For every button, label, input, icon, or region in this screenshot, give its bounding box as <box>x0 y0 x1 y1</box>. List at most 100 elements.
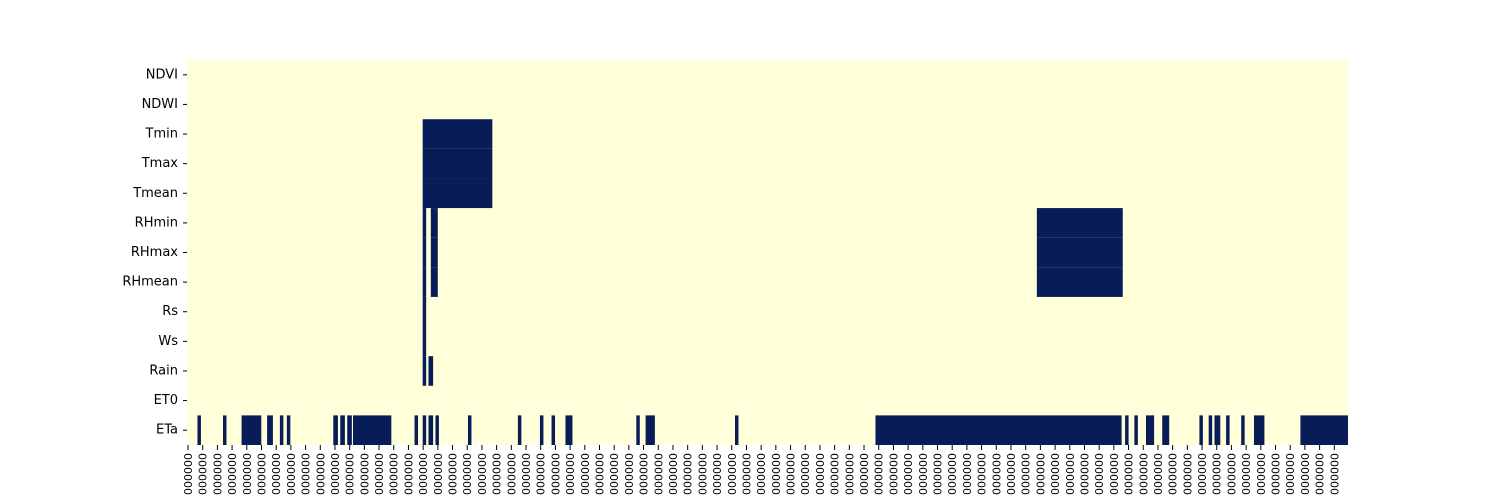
y-tick-label: RHmin <box>135 215 178 230</box>
y-tick-label: RHmean <box>122 275 178 290</box>
x-tick-label: 000000 <box>1284 453 1297 495</box>
missing-cell-eta <box>286 415 291 445</box>
x-tick-label: 000000 <box>1108 453 1121 495</box>
x-tick-label: 000000 <box>417 453 430 495</box>
x-tick-label: 000000 <box>432 453 445 495</box>
x-tick-label: 000000 <box>255 453 268 495</box>
x-tick-label: 000000 <box>902 453 915 495</box>
x-tick-label: 000000 <box>270 453 283 495</box>
x-tick-label: 000000 <box>461 453 474 495</box>
x-tick-label: 000000 <box>388 453 401 495</box>
missing-cell-rain <box>428 356 434 386</box>
x-tick-label: 000000 <box>682 453 695 495</box>
x-tick-label: 000000 <box>1196 453 1209 495</box>
x-tick-label: 000000 <box>373 453 386 495</box>
x-tick-label: 000000 <box>726 453 739 495</box>
missing-cell-rhmean <box>430 267 438 297</box>
x-tick-label: 000000 <box>491 453 504 495</box>
missing-cell-eta <box>333 415 338 445</box>
y-tick-label: ETa <box>156 423 178 438</box>
missing-cell-eta <box>1300 415 1348 445</box>
x-tick-label: 000000 <box>829 453 842 495</box>
x-tick-label: 000000 <box>667 453 680 495</box>
x-tick-label: 000000 <box>770 453 783 495</box>
missing-cell-rhmax <box>430 237 438 268</box>
x-tick-label: 000000 <box>873 453 886 495</box>
x-tick-label: 000000 <box>476 453 489 495</box>
missing-cell-eta <box>222 415 227 445</box>
missing-cell-eta <box>645 415 655 445</box>
missing-cell-eta <box>1253 415 1265 445</box>
missing-cell-tmin <box>422 119 493 149</box>
missing-cell-tmax <box>422 148 493 179</box>
missing-cell-tmean <box>422 178 493 209</box>
x-tick-label: 000000 <box>711 453 724 495</box>
x-tick-label: 000000 <box>1240 453 1253 495</box>
x-tick-label: 000000 <box>182 453 195 495</box>
missing-cell-eta <box>1125 415 1129 445</box>
x-tick-label: 000000 <box>226 453 239 495</box>
missing-cell-eta <box>241 415 262 445</box>
x-tick-label: 000000 <box>358 453 371 495</box>
x-tick-label: 000000 <box>946 453 959 495</box>
x-tick-label: 000000 <box>652 453 665 495</box>
x-tick-label: 000000 <box>638 453 651 495</box>
x-tick-label: 000000 <box>197 453 210 495</box>
missing-cell-rs <box>422 296 427 327</box>
x-tick-label: 000000 <box>1078 453 1091 495</box>
y-tick-label: Tmin <box>145 127 178 142</box>
x-tick-label: 000000 <box>623 453 636 495</box>
x-tick-label: 000000 <box>858 453 871 495</box>
y-tick-label: Tmax <box>141 156 179 171</box>
y-tick-label: Rs <box>162 304 178 319</box>
y-tick-label: Rain <box>149 363 178 378</box>
y-tick-label: NDVI <box>146 67 178 82</box>
missing-cell-eta <box>636 415 640 445</box>
x-tick-label: 000000 <box>579 453 592 495</box>
missing-cell-rhmin <box>1036 208 1123 238</box>
x-tick-label: 000000 <box>1049 453 1062 495</box>
x-tick-label: 000000 <box>241 453 254 495</box>
missing-cell-eta <box>1145 415 1155 445</box>
x-tick-label: 000000 <box>1034 453 1047 495</box>
missing-cell-eta <box>517 415 522 445</box>
missing-cell-rhmin <box>430 208 438 238</box>
missing-cell-eta <box>414 415 419 445</box>
x-tick-label: 000000 <box>785 453 798 495</box>
missing-cell-eta <box>1214 415 1221 445</box>
x-tick-label: 000000 <box>329 453 342 495</box>
x-tick-label: 000000 <box>887 453 900 495</box>
x-tick-label: 000000 <box>976 453 989 495</box>
x-tick-label: 000000 <box>1005 453 1018 495</box>
missing-cell-rhmean <box>1036 267 1123 297</box>
x-tick-label: 000000 <box>593 453 606 495</box>
missing-cell-eta <box>1162 415 1170 445</box>
x-tick-label: 000000 <box>505 453 518 495</box>
missing-cell-eta <box>539 415 544 445</box>
x-tick-label: 000000 <box>1152 453 1165 495</box>
x-tick-label: 000000 <box>1064 453 1077 495</box>
x-tick-label: 000000 <box>535 453 548 495</box>
missing-cell-eta <box>1134 415 1138 445</box>
x-tick-label: 000000 <box>1123 453 1136 495</box>
missing-cell-eta <box>267 415 273 445</box>
missing-cell-rhmin <box>422 208 427 238</box>
x-tick-label: 000000 <box>990 453 1003 495</box>
y-tick-label: Tmean <box>132 186 178 201</box>
x-tick-label: 000000 <box>549 453 562 495</box>
x-tick-label: 000000 <box>285 453 298 495</box>
y-tick-label: NDWI <box>142 97 178 112</box>
plot-background <box>187 60 1348 445</box>
missing-cell-eta <box>565 415 573 445</box>
x-tick-label: 000000 <box>520 453 533 495</box>
missing-cell-eta <box>347 415 352 445</box>
missing-cell-eta <box>1199 415 1203 445</box>
missing-cell-eta <box>1226 415 1230 445</box>
missing-cell-rhmean <box>422 267 427 297</box>
x-tick-label: 000000 <box>1314 453 1327 495</box>
x-tick-label: 000000 <box>1255 453 1268 495</box>
x-tick-label: 000000 <box>447 453 460 495</box>
x-tick-label: 000000 <box>1181 453 1194 495</box>
x-tick-label: 000000 <box>1020 453 1033 495</box>
